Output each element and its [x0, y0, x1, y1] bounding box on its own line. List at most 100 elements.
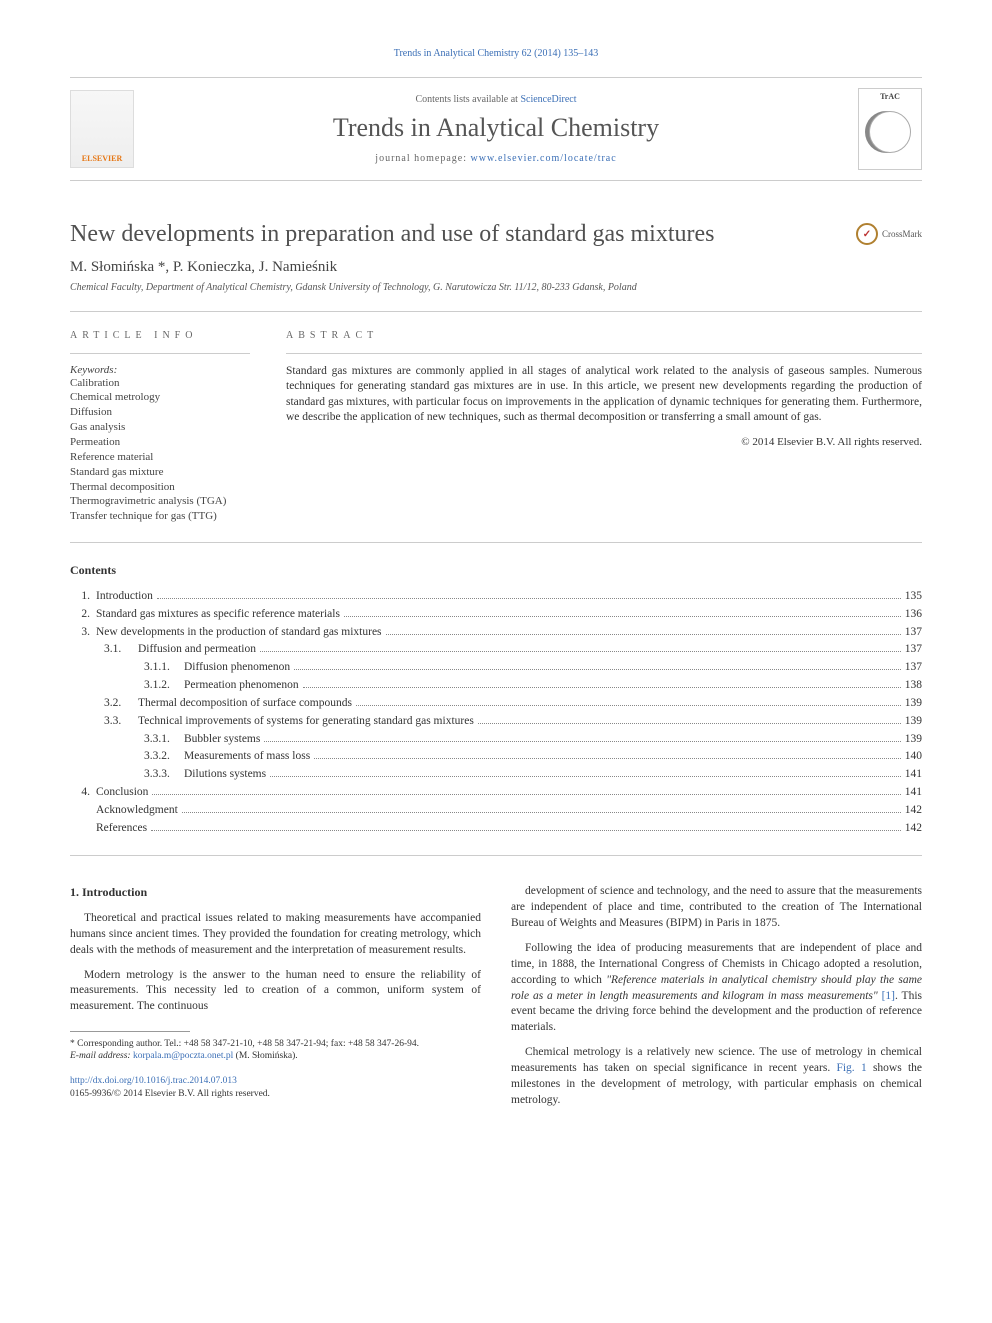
contents-prefix: Contents lists available at [415, 94, 520, 105]
toc-page: 137 [905, 641, 922, 659]
toc-row[interactable]: 3.3.1.Bubbler systems 139 [70, 731, 922, 749]
toc-leader [344, 616, 901, 617]
keyword-item: Permeation [70, 435, 250, 450]
journal-cover-label: TrAC [880, 92, 900, 101]
toc-title: Diffusion and permeation [138, 641, 256, 659]
body-two-columns: 1. Introduction Theoretical and practica… [70, 884, 922, 1117]
toc-leader [264, 741, 900, 742]
toc-row[interactable]: 3.1.Diffusion and permeation 137 [70, 641, 922, 659]
toc-heading: Contents [70, 563, 922, 578]
toc-leader [356, 705, 901, 706]
toc-page: 142 [905, 820, 922, 838]
abstract-text: Standard gas mixtures are commonly appli… [286, 364, 922, 426]
keyword-item: Gas analysis [70, 420, 250, 435]
toc-page: 139 [905, 713, 922, 731]
toc-leader [151, 830, 901, 831]
keyword-item: Thermogravimetric analysis (TGA) [70, 494, 250, 509]
reference-link[interactable]: [1] [882, 990, 895, 1002]
doi-link[interactable]: http://dx.doi.org/10.1016/j.trac.2014.07… [70, 1076, 237, 1086]
toc-leader [270, 776, 901, 777]
journal-homepage-link[interactable]: www.elsevier.com/locate/trac [471, 153, 617, 164]
toc-number: 1. [70, 588, 96, 606]
toc-row[interactable]: References 142 [70, 820, 922, 838]
homepage-prefix: journal homepage: [375, 153, 470, 164]
toc-number: 2. [70, 606, 96, 624]
toc-row[interactable]: 4.Conclusion 141 [70, 784, 922, 802]
toc-row[interactable]: 2.Standard gas mixtures as specific refe… [70, 606, 922, 624]
body-paragraph: Chemical metrology is a relatively new s… [511, 1045, 922, 1108]
toc-title: Conclusion [96, 784, 148, 802]
corresponding-author-note: * Corresponding author. Tel.: +48 58 347… [70, 1038, 481, 1050]
page-container: Trends in Analytical Chemistry 62 (2014)… [0, 0, 992, 1148]
toc-row[interactable]: 3.1.1.Diffusion phenomenon 137 [70, 659, 922, 677]
author-email-link[interactable]: korpala.m@poczta.onet.pl [133, 1051, 233, 1061]
title-block: ✓ CrossMark New developments in preparat… [70, 221, 922, 293]
toc-title: Technical improvements of systems for ge… [138, 713, 474, 731]
keywords-list: CalibrationChemical metrologyDiffusionGa… [70, 376, 250, 524]
toc-number: 3.1.2. [144, 677, 184, 695]
quote-italic: "Reference materials in analytical chemi… [511, 974, 922, 1002]
toc-row[interactable]: 1.Introduction 135 [70, 588, 922, 606]
toc-page: 139 [905, 731, 922, 749]
toc-row[interactable]: Acknowledgment 142 [70, 802, 922, 820]
footnote-separator [70, 1031, 190, 1032]
article-info-column: ARTICLE INFO Keywords: CalibrationChemic… [70, 330, 250, 524]
toc-title: Standard gas mixtures as specific refere… [96, 606, 340, 624]
doi-block: http://dx.doi.org/10.1016/j.trac.2014.07… [70, 1075, 481, 1101]
journal-cover-thumbnail: TrAC [858, 88, 922, 170]
toc-page: 139 [905, 695, 922, 713]
toc-row[interactable]: 3.2.Thermal decomposition of surface com… [70, 695, 922, 713]
toc-row[interactable]: 3.3.Technical improvements of systems fo… [70, 713, 922, 731]
keywords-label: Keywords: [70, 364, 250, 376]
keyword-item: Standard gas mixture [70, 465, 250, 480]
sciencedirect-link[interactable]: ScienceDirect [520, 94, 576, 105]
toc-leader [152, 794, 900, 795]
toc-row[interactable]: 3.3.2.Measurements of mass loss 140 [70, 748, 922, 766]
abstract-heading: ABSTRACT [286, 330, 922, 341]
email-line: E-mail address: korpala.m@poczta.onet.pl… [70, 1050, 481, 1062]
toc-title: Permeation phenomenon [184, 677, 299, 695]
keyword-item: Transfer technique for gas (TTG) [70, 509, 250, 524]
toc-title: Dilutions systems [184, 766, 266, 784]
contents-available-line: Contents lists available at ScienceDirec… [146, 94, 846, 105]
toc-row[interactable]: 3.1.2.Permeation phenomenon 138 [70, 677, 922, 695]
divider [286, 353, 922, 354]
toc-row[interactable]: 3.3.3.Dilutions systems 141 [70, 766, 922, 784]
toc-leader [478, 723, 901, 724]
toc-number: 3.1.1. [144, 659, 184, 677]
body-paragraph: Following the idea of producing measurem… [511, 941, 922, 1036]
toc-page: 137 [905, 624, 922, 642]
crossmark-icon: ✓ [856, 223, 878, 245]
table-of-contents: Contents 1.Introduction 1352.Standard ga… [70, 563, 922, 837]
toc-leader [294, 669, 901, 670]
toc-title: Acknowledgment [96, 802, 178, 820]
abstract-column: ABSTRACT Standard gas mixtures are commo… [286, 330, 922, 524]
toc-page: 136 [905, 606, 922, 624]
keyword-item: Calibration [70, 376, 250, 391]
masthead: ELSEVIER Contents lists available at Sci… [70, 77, 922, 181]
toc-page: 141 [905, 766, 922, 784]
issn-copyright: 0165-9936/© 2014 Elsevier B.V. All right… [70, 1089, 270, 1099]
keyword-item: Thermal decomposition [70, 480, 250, 495]
authors-text: M. Słomińska *, P. Konieczka, J. Namieśn… [70, 259, 337, 275]
affiliation: Chemical Faculty, Department of Analytic… [70, 282, 922, 293]
keyword-item: Diffusion [70, 405, 250, 420]
toc-row[interactable]: 3.New developments in the production of … [70, 624, 922, 642]
toc-title: References [96, 820, 147, 838]
toc-number: 3.3. [104, 713, 138, 731]
toc-number: 3.2. [104, 695, 138, 713]
toc-number: 3.3.1. [144, 731, 184, 749]
toc-leader [386, 634, 901, 635]
toc-title: Diffusion phenomenon [184, 659, 290, 677]
toc-leader [182, 812, 901, 813]
copyright-line: © 2014 Elsevier B.V. All rights reserved… [286, 436, 922, 448]
toc-leader [303, 687, 901, 688]
toc-page: 137 [905, 659, 922, 677]
keyword-item: Reference material [70, 450, 250, 465]
right-column-paragraphs: development of science and technology, a… [511, 884, 922, 1108]
author-list: M. Słomińska *, P. Konieczka, J. Namieśn… [70, 259, 922, 276]
figure-link[interactable]: Fig. 1 [836, 1062, 866, 1074]
crossmark-badge[interactable]: ✓ CrossMark [856, 223, 922, 245]
divider [70, 353, 250, 354]
toc-leader [157, 598, 901, 599]
